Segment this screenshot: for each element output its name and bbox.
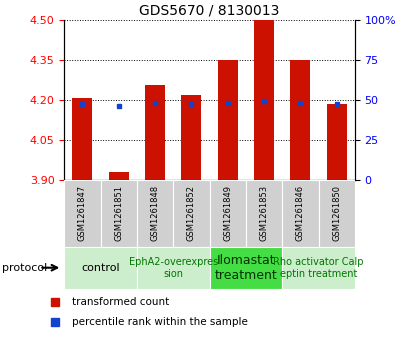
Text: GSM1261853: GSM1261853: [259, 185, 269, 241]
Bar: [64, 247, 137, 289]
Bar: [173, 180, 210, 247]
Text: GSM1261852: GSM1261852: [187, 185, 196, 241]
Bar: [100, 180, 137, 247]
Text: protocol: protocol: [2, 263, 47, 273]
Bar: [290, 60, 310, 180]
Bar: [327, 104, 347, 180]
Text: GSM1261848: GSM1261848: [151, 185, 160, 241]
Text: GSM1261849: GSM1261849: [223, 185, 232, 241]
Bar: [319, 180, 355, 247]
Bar: [218, 60, 238, 180]
Bar: [109, 172, 129, 180]
Text: EphA2-overexpres
sion: EphA2-overexpres sion: [129, 257, 218, 278]
Text: Rho activator Calp
eptin treatment: Rho activator Calp eptin treatment: [273, 257, 364, 278]
Bar: [210, 247, 282, 289]
Text: Ilomastat
treatment: Ilomastat treatment: [215, 254, 277, 282]
Text: GSM1261847: GSM1261847: [78, 185, 87, 241]
Bar: [282, 247, 355, 289]
Bar: [73, 98, 93, 180]
Bar: [246, 180, 282, 247]
Text: GSM1261851: GSM1261851: [114, 185, 123, 241]
Text: transformed count: transformed count: [72, 297, 170, 307]
Bar: [254, 20, 274, 180]
Bar: [210, 180, 246, 247]
Title: GDS5670 / 8130013: GDS5670 / 8130013: [139, 3, 280, 17]
Text: control: control: [81, 263, 120, 273]
Bar: [145, 85, 165, 180]
Text: GSM1261850: GSM1261850: [332, 185, 341, 241]
Bar: [181, 94, 201, 180]
Bar: [64, 180, 101, 247]
Text: GSM1261846: GSM1261846: [296, 185, 305, 241]
Text: percentile rank within the sample: percentile rank within the sample: [72, 317, 248, 327]
Bar: [282, 180, 319, 247]
Bar: [137, 247, 210, 289]
Bar: [137, 180, 173, 247]
